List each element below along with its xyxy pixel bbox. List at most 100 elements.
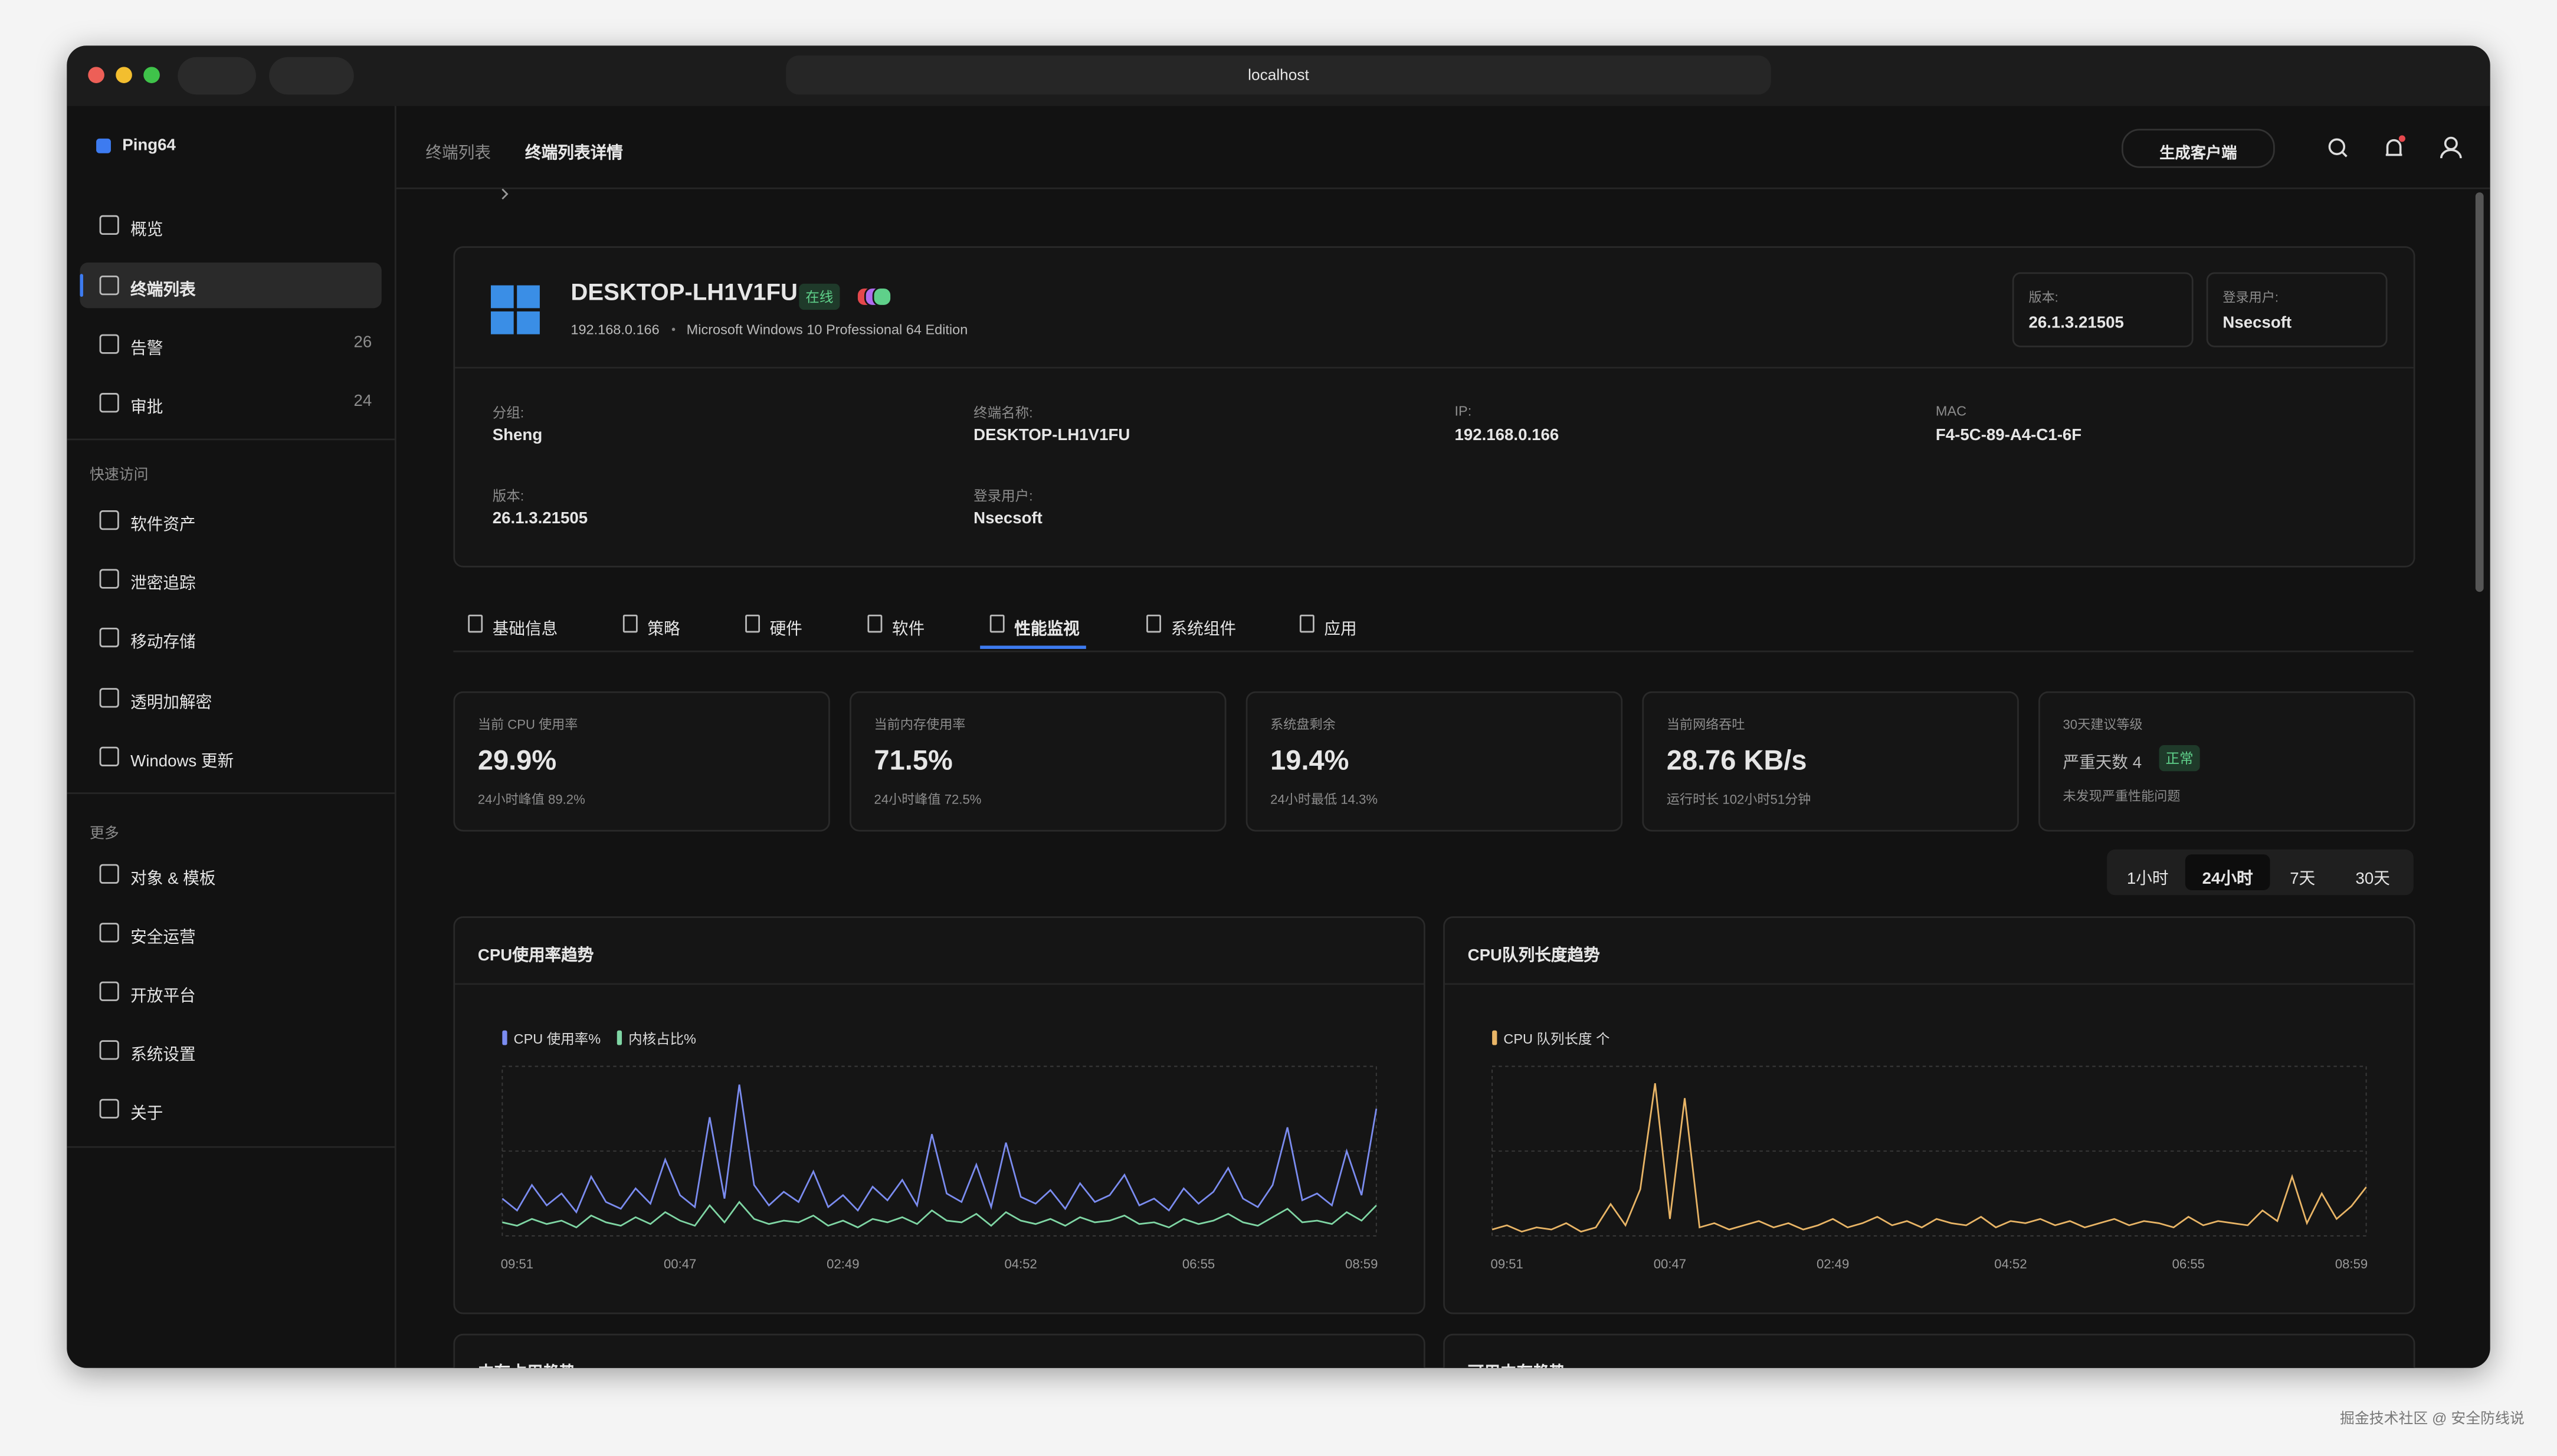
stat-card: 30天建议等级 严重天数 4 正常 未发现严重性能问题 bbox=[2038, 691, 2415, 832]
tab-icon bbox=[468, 614, 483, 633]
field-label: 终端名称: bbox=[973, 404, 1033, 421]
nav-item[interactable]: 安全运营 bbox=[80, 910, 381, 955]
device-ip: 192.168.0.166 bbox=[571, 321, 660, 338]
tab-divider bbox=[453, 650, 2414, 652]
nav-label: Windows 更新 bbox=[130, 753, 234, 772]
stat-label: 系统盘剩余 bbox=[1270, 717, 1336, 732]
stat-sub: 运行时长 102小时51分钟 bbox=[1666, 792, 1811, 808]
nav-label: 对象 & 模板 bbox=[130, 870, 216, 889]
x-tick-label: 04:52 bbox=[1005, 1257, 1037, 1271]
x-tick-label: 06:55 bbox=[1182, 1257, 1215, 1271]
divider bbox=[67, 1146, 395, 1148]
stat-label: 当前 CPU 使用率 bbox=[477, 717, 578, 732]
tab[interactable]: 软件 bbox=[864, 604, 931, 649]
field-label: MAC bbox=[1935, 402, 1967, 419]
x-tick-label: 08:59 bbox=[2335, 1257, 2368, 1271]
device-os: Microsoft Windows 10 Professional 64 Edi… bbox=[686, 321, 968, 338]
tab-icon bbox=[1299, 614, 1314, 633]
nav-icon bbox=[99, 510, 119, 530]
stat-sub: 24小时峰值 89.2% bbox=[477, 792, 585, 808]
nav-label: 系统设置 bbox=[130, 1047, 196, 1065]
divider bbox=[67, 792, 395, 794]
nav-count: 24 bbox=[353, 393, 372, 411]
nav-icon bbox=[99, 746, 119, 766]
legend-swatch bbox=[617, 1030, 622, 1045]
nav-icon bbox=[99, 393, 119, 413]
legend-label: 内核占比% bbox=[628, 1031, 696, 1047]
range-label: 30天 bbox=[2355, 870, 2390, 889]
nav-item[interactable]: 泄密追踪 bbox=[80, 556, 381, 601]
nav-item[interactable]: 软件资产 bbox=[80, 497, 381, 543]
nav-item[interactable]: 审批 24 bbox=[80, 380, 381, 425]
minimize[interactable] bbox=[116, 67, 132, 83]
nav-item[interactable]: 开放平台 bbox=[80, 969, 381, 1014]
nav-label: 泄密追踪 bbox=[130, 575, 196, 593]
field-label: 分组: bbox=[492, 404, 524, 421]
advice-value: 严重天数 4 bbox=[2063, 755, 2142, 773]
title-bar: localhost bbox=[67, 45, 2490, 106]
card-divider bbox=[455, 366, 2414, 369]
tab[interactable]: 硬件 bbox=[742, 604, 809, 649]
range-label: 7天 bbox=[2290, 870, 2316, 889]
chart-title: CPU队列长度趋势 bbox=[1467, 947, 1600, 966]
series-line bbox=[1491, 1083, 2367, 1233]
stat-value: 28.76 KB/s bbox=[1666, 745, 1807, 776]
breadcrumb-item[interactable]: 终端列表 bbox=[425, 145, 491, 163]
nav-item[interactable]: 透明加解密 bbox=[80, 675, 381, 720]
x-tick-label: 04:52 bbox=[1994, 1257, 2027, 1271]
brand-logo bbox=[96, 138, 111, 153]
range-button[interactable]: 30天 bbox=[2335, 854, 2410, 890]
field-value: 26.1.3.21505 bbox=[492, 510, 588, 529]
chart-header-divider bbox=[1444, 983, 2414, 985]
section-title: 更多 bbox=[90, 825, 119, 842]
advice-badge: 正常 bbox=[2159, 745, 2200, 772]
close[interactable] bbox=[88, 67, 104, 83]
tab[interactable]: 应用 bbox=[1296, 604, 1363, 649]
nav-label: 审批 bbox=[130, 399, 163, 418]
tab[interactable]: 策略 bbox=[619, 604, 686, 649]
x-tick-label: 02:49 bbox=[827, 1257, 859, 1271]
nav-item[interactable]: Windows 更新 bbox=[80, 734, 381, 779]
series-line bbox=[501, 1084, 1378, 1214]
stat-card: 当前 CPU 使用率 29.9% 24小时峰值 89.2% bbox=[453, 691, 830, 832]
generate-client-button[interactable]: 生成客户端 bbox=[2122, 129, 2275, 168]
brand: Ping64 bbox=[122, 137, 176, 155]
badge-label: 登录用户: bbox=[2222, 290, 2279, 305]
nav-item[interactable]: 告警 26 bbox=[80, 321, 381, 366]
stat-label: 当前内存使用率 bbox=[874, 717, 966, 732]
range-button[interactable]: 1小时 bbox=[2110, 854, 2185, 890]
legend-swatch bbox=[1492, 1030, 1497, 1045]
stat-sub: 24小时峰值 72.5% bbox=[874, 792, 982, 808]
nav-item[interactable]: 移动存储 bbox=[80, 615, 381, 660]
tab[interactable]: 性能监视 bbox=[980, 604, 1086, 649]
nav-count: 26 bbox=[353, 334, 372, 352]
field-value: F4-5C-89-A4-C1-6F bbox=[1935, 427, 2082, 445]
zoom[interactable] bbox=[143, 67, 160, 83]
tab[interactable]: 系统组件 bbox=[1143, 604, 1243, 649]
chart-card: CPU队列长度趋势 CPU 队列长度 个 09:51 00:47 02:49 04:52 0… bbox=[1443, 916, 2415, 1314]
summary-badge: 登录用户: Nsecsoft bbox=[2206, 272, 2388, 347]
nav-item[interactable]: 关于 bbox=[80, 1086, 381, 1132]
device-name: DESKTOP-LH1V1FU bbox=[571, 280, 798, 307]
range-button[interactable]: 24小时 bbox=[2185, 854, 2270, 890]
nav-icon bbox=[99, 628, 119, 648]
summary-badge: 版本: 26.1.3.21505 bbox=[2012, 272, 2194, 347]
legend-label: CPU 队列长度 个 bbox=[1503, 1031, 1609, 1047]
status-dot bbox=[872, 287, 892, 307]
range-button[interactable]: 7天 bbox=[2270, 854, 2336, 890]
nav-item[interactable]: 概览 bbox=[80, 202, 381, 248]
nav-buttons[interactable] bbox=[269, 57, 354, 95]
status-badge: 在线 bbox=[799, 283, 840, 310]
tab-label: 应用 bbox=[1324, 621, 1357, 640]
x-tick-label: 02:49 bbox=[1817, 1257, 1849, 1271]
nav-label: 告警 bbox=[130, 340, 163, 359]
nav-item[interactable]: 系统设置 bbox=[80, 1027, 381, 1073]
stat-card: 当前网络吞吐 28.76 KB/s 运行时长 102小时51分钟 bbox=[1642, 691, 2019, 832]
stat-sub: 24小时最低 14.3% bbox=[1270, 792, 1378, 808]
nav-item[interactable]: 终端列表 bbox=[80, 262, 382, 309]
nav-item[interactable]: 对象 & 模板 bbox=[80, 851, 381, 897]
sidebar-toggle[interactable] bbox=[178, 57, 256, 95]
address-bar[interactable]: localhost bbox=[786, 55, 1771, 95]
tab[interactable]: 基础信息 bbox=[465, 604, 565, 649]
nav-icon bbox=[99, 864, 119, 884]
